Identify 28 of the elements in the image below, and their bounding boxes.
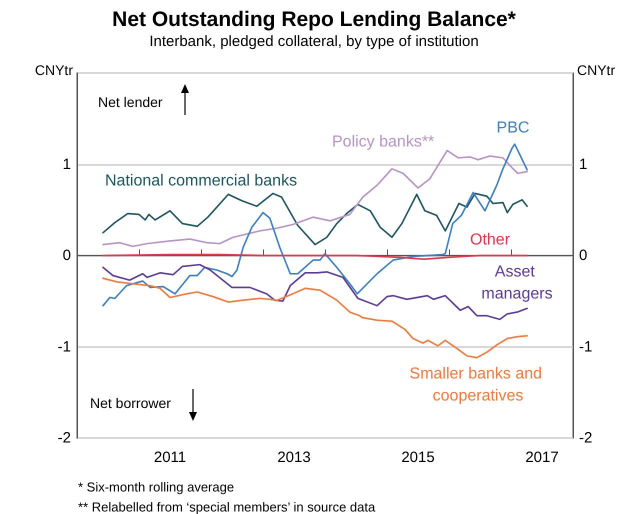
text: ** Relabelled from ‘special members’ in source data <box>78 500 376 514</box>
annotation: Net lender <box>98 94 163 110</box>
x-tick-label: 2015 <box>401 449 435 466</box>
series-label: Smaller banks and cooperatives <box>410 366 546 404</box>
y-tick-label: 1 <box>62 156 71 173</box>
y-tick-label: -2 <box>58 430 71 446</box>
text: * Six-month rolling average <box>78 480 234 494</box>
x-tick-label: 2013 <box>277 449 311 466</box>
chart-subtitle: Interbank, pledged collateral, by type of institution <box>149 33 479 50</box>
line-series <box>102 192 528 246</box>
series-label: Other <box>470 232 511 248</box>
y-axis-title: CNYtr <box>34 62 74 78</box>
series-label: Policy banks** <box>332 134 434 150</box>
y2-tick-label: 1 <box>579 156 588 173</box>
series-label: PBC <box>496 120 530 136</box>
y2-axis-title: CNYtr <box>577 62 616 78</box>
series-label: Asset managers <box>481 264 553 302</box>
series-label: National commercial banks <box>105 172 298 190</box>
chart-title: Net Outstanding Repo Lending Balance* <box>112 8 517 31</box>
y2-tick-label: 0 <box>579 247 588 264</box>
annotation: Net borrower <box>90 395 172 411</box>
y-tick-label: 0 <box>62 247 71 264</box>
y2-tick-label: -1 <box>579 338 592 356</box>
x-tick-label: 2017 <box>525 449 559 466</box>
y-tick-label: -1 <box>58 338 71 356</box>
y2-tick-label: -2 <box>579 430 592 446</box>
line-series <box>102 150 528 248</box>
x-tick-label: 2011 <box>154 449 186 466</box>
